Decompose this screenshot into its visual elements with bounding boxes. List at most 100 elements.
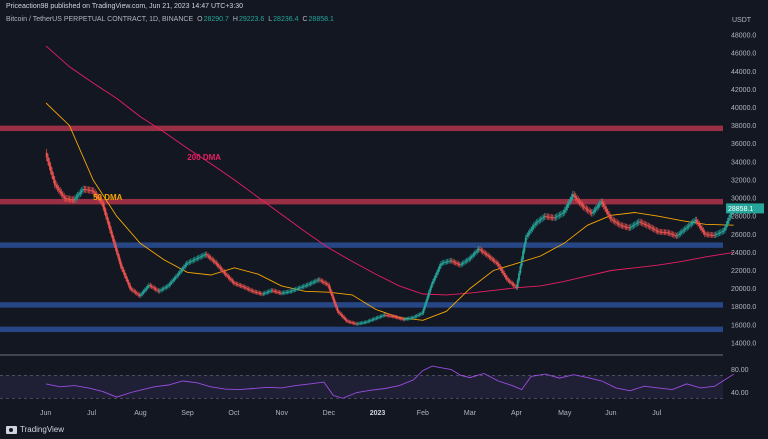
- candle-body-196: [309, 283, 312, 285]
- candle-body-96: [174, 276, 177, 279]
- candle-body-103: [184, 264, 187, 267]
- candle-body-264: [401, 318, 403, 320]
- candle-body-463: [668, 232, 671, 234]
- candle-body-242: [371, 319, 374, 321]
- candle-body-83: [157, 290, 160, 292]
- candle-body-234: [360, 322, 363, 324]
- candle-body-326: [484, 252, 487, 254]
- rsi-tick-label-1: 40.00: [731, 390, 749, 397]
- candle-body-343: [507, 279, 510, 281]
- candle-body-372: [546, 216, 549, 218]
- candle-body-337: [499, 266, 502, 269]
- candle-body-75: [146, 286, 149, 289]
- candle-body-233: [359, 323, 362, 324]
- candle-body-162: [263, 292, 266, 294]
- candle-body-126: [215, 262, 218, 264]
- candle-body-143: [238, 284, 241, 286]
- x-axis[interactable]: Jun Jul Aug Sep Oct Nov Dec 2023 Feb Mar Apr May Jun…: [40, 410, 662, 417]
- candle-body-8: [56, 186, 59, 189]
- candle-body-392: [573, 194, 576, 197]
- candle-body-199: [313, 281, 316, 283]
- candle-body-258: [392, 316, 395, 318]
- candle-body-279: [421, 313, 424, 314]
- candle-body-482: [694, 219, 697, 221]
- y-tick-label-13: 22000.0: [731, 268, 756, 275]
- candle-body-129: [219, 266, 222, 269]
- candle-body-207: [324, 282, 327, 284]
- x-tick-label-9: Mar: [464, 410, 477, 417]
- candle-body-413: [601, 201, 604, 205]
- candle-body-441: [639, 221, 642, 223]
- candle-body-252: [384, 314, 387, 316]
- candle-body-388: [567, 202, 570, 205]
- candle-body-82: [156, 289, 158, 291]
- candle-body-354: [522, 251, 524, 260]
- candle-body-217: [337, 311, 340, 313]
- candle-body-238: [366, 321, 368, 323]
- candle-body-113: [197, 257, 200, 259]
- candle-body-429: [623, 226, 625, 227]
- candle-body-9: [57, 188, 60, 191]
- candle-body-153: [251, 290, 254, 292]
- candle-body-433: [628, 227, 631, 229]
- candle-body-181: [289, 291, 292, 293]
- candle-body-357: [526, 235, 528, 237]
- candle-body-2: [48, 161, 51, 167]
- candle-body-120: [207, 255, 210, 257]
- candle-body-317: [472, 254, 475, 256]
- candle-body-173: [278, 292, 281, 294]
- candle-body-360: [530, 229, 533, 232]
- candle-body-184: [293, 289, 296, 291]
- candle-body-395: [577, 199, 580, 202]
- candle-body-331: [491, 258, 494, 260]
- candle-body-25: [79, 192, 82, 194]
- candle-body-14: [64, 198, 67, 199]
- y-tick-label-3: 42000.0: [731, 87, 756, 94]
- candle-body-289: [434, 275, 437, 279]
- candle-body-85: [160, 289, 162, 291]
- resistance-zone-0: [0, 125, 723, 132]
- candle-body-453: [655, 229, 658, 231]
- tradingview-logo[interactable]: TradingView: [6, 425, 64, 434]
- candle-body-7: [55, 184, 57, 187]
- candle-body-115: [200, 256, 203, 257]
- dma50-layer: [45, 102, 734, 321]
- candle-body-198: [312, 282, 315, 283]
- candle-body-432: [627, 227, 629, 228]
- candle-body-382: [559, 214, 562, 215]
- candle-body-118: [204, 254, 207, 255]
- candle-body-197: [310, 282, 313, 284]
- candle-body-262: [398, 317, 401, 319]
- candle-body-280: [422, 308, 425, 314]
- candle-body-389: [569, 199, 572, 203]
- candle-body-325: [483, 251, 485, 253]
- ohlc-open: O 28290.7: [197, 16, 229, 23]
- candle-body-60: [126, 279, 129, 282]
- candle-body-461: [666, 232, 668, 234]
- candle-body-419: [609, 216, 612, 219]
- candle-body-194: [306, 284, 309, 286]
- candle-body-345: [510, 281, 512, 284]
- candle-body-328: [487, 254, 489, 257]
- candle-body-361: [531, 227, 534, 230]
- y-tick-label-7: 34000.0: [731, 159, 756, 166]
- candle-body-435: [631, 226, 633, 228]
- candle-body-386: [565, 207, 568, 210]
- candle-body-464: [670, 233, 672, 235]
- support-zone-2: [0, 242, 723, 248]
- candle-body-146: [242, 286, 245, 288]
- candle-body-123: [211, 258, 214, 260]
- candle-body-373: [547, 216, 550, 218]
- y-axis[interactable]: 48000.0 46000.0 44000.0 42000.0 40000.0 38000…: [726, 33, 764, 348]
- candle-body-141: [235, 283, 238, 285]
- candle-body-406: [592, 211, 594, 214]
- candle-body-13: [63, 196, 66, 199]
- candle-body-19: [71, 199, 74, 201]
- candle-body-145: [240, 285, 243, 287]
- candle-body-356: [524, 237, 527, 244]
- candle-body-368: [540, 218, 543, 220]
- candle-body-296: [444, 262, 446, 263]
- candle-body-358: [527, 233, 530, 236]
- candle-body-341: [504, 275, 507, 278]
